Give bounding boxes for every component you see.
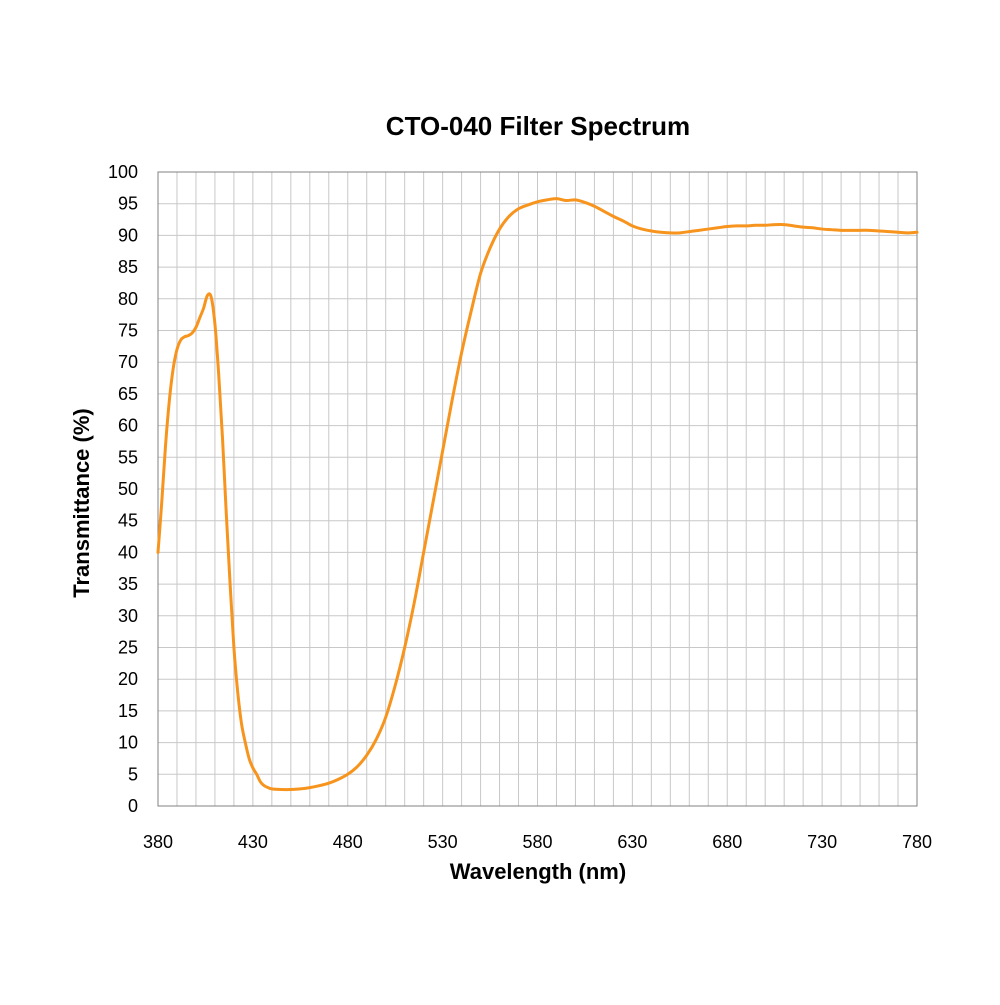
y-tick-label: 70 xyxy=(118,352,138,372)
chart-title: CTO-040 Filter Spectrum xyxy=(386,111,690,141)
y-tick-label: 75 xyxy=(118,321,138,341)
y-tick-label: 80 xyxy=(118,289,138,309)
y-tick-label: 60 xyxy=(118,416,138,436)
x-axis-label: Wavelength (nm) xyxy=(450,859,626,884)
x-tick-label: 680 xyxy=(712,832,742,852)
x-tick-label: 480 xyxy=(333,832,363,852)
y-tick-label: 35 xyxy=(118,574,138,594)
x-tick-label: 380 xyxy=(143,832,173,852)
y-tick-label: 20 xyxy=(118,669,138,689)
grid xyxy=(157,171,918,807)
y-tick-label: 0 xyxy=(128,796,138,816)
y-tick-label: 95 xyxy=(118,194,138,214)
y-tick-label: 45 xyxy=(118,511,138,531)
y-axis-label: Transmittance (%) xyxy=(69,408,94,598)
x-axis-ticks: 380 430 480 530 580 630 680 730 780 xyxy=(143,832,932,852)
y-tick-label: 5 xyxy=(128,764,138,784)
y-tick-label: 50 xyxy=(118,479,138,499)
plot-area xyxy=(157,171,918,807)
y-tick-label: 15 xyxy=(118,701,138,721)
y-tick-label: 55 xyxy=(118,447,138,467)
x-tick-label: 780 xyxy=(902,832,932,852)
y-tick-label: 40 xyxy=(118,542,138,562)
x-tick-label: 430 xyxy=(238,832,268,852)
y-tick-label: 90 xyxy=(118,225,138,245)
y-tick-label: 25 xyxy=(118,638,138,658)
y-tick-label: 100 xyxy=(108,162,138,182)
x-tick-label: 630 xyxy=(617,832,647,852)
y-tick-label: 10 xyxy=(118,733,138,753)
y-tick-label: 30 xyxy=(118,606,138,626)
x-tick-label: 730 xyxy=(807,832,837,852)
series-line xyxy=(156,197,919,792)
y-tick-label: 65 xyxy=(118,384,138,404)
y-tick-label: 85 xyxy=(118,257,138,277)
x-tick-label: 580 xyxy=(522,832,552,852)
y-axis-ticks: 0 5 10 15 20 25 30 35 40 45 50 55 60 65 70 75 80 85 90 95 10… xyxy=(108,162,138,816)
x-tick-label: 530 xyxy=(428,832,458,852)
series-layer xyxy=(156,197,919,792)
